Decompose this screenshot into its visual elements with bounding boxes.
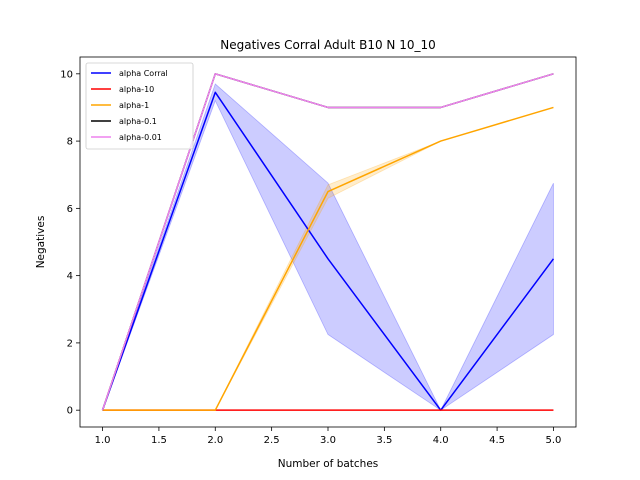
x-tick-label: 4.5: [489, 435, 505, 446]
x-tick-label: 3.0: [320, 435, 336, 446]
x-tick-label: 3.5: [376, 435, 392, 446]
x-axis: 1.0 1.5 2.0 2.5 3.0 3.5 4.0 4.5 5.0: [95, 427, 562, 446]
legend-label: alpha-0.1: [119, 117, 157, 126]
y-tick-label: 4: [67, 271, 73, 282]
y-axis: 0 2 4 6 8 10: [60, 69, 80, 417]
series-line-alpha-corral: [101, 91, 555, 411]
y-tick-label: 10: [60, 69, 73, 80]
x-tick-label: 4.0: [433, 435, 449, 446]
legend-label: alpha-1: [119, 101, 149, 110]
legend: alpha Corral alpha-10 alpha-1 alpha-0.1 alph…: [85, 62, 194, 150]
y-axis-label: Negatives: [35, 216, 47, 269]
series-lines: [101, 73, 555, 411]
legend-label: alpha-0.01: [119, 133, 162, 142]
legend-box: [85, 62, 194, 150]
y-tick-label: 0: [67, 406, 73, 417]
x-tick-label: 2.5: [264, 435, 280, 446]
y-tick-label: 2: [67, 338, 73, 349]
chart-title: Negatives Corral Adult B10 N 10_10: [220, 38, 436, 52]
x-tick-label: 5.0: [546, 435, 562, 446]
series-line-alpha-0-01: [101, 73, 554, 411]
legend-label: alpha Corral: [119, 69, 168, 78]
series-line-alpha-1: [102, 106, 554, 411]
x-tick-label: 1.5: [151, 435, 167, 446]
y-tick-label: 8: [67, 137, 73, 148]
y-tick-label: 6: [67, 204, 73, 215]
x-tick-label: 2.0: [207, 435, 223, 446]
x-tick-label: 1.0: [95, 435, 111, 446]
x-axis-label: Number of batches: [278, 458, 379, 470]
legend-label: alpha-10: [119, 85, 154, 94]
